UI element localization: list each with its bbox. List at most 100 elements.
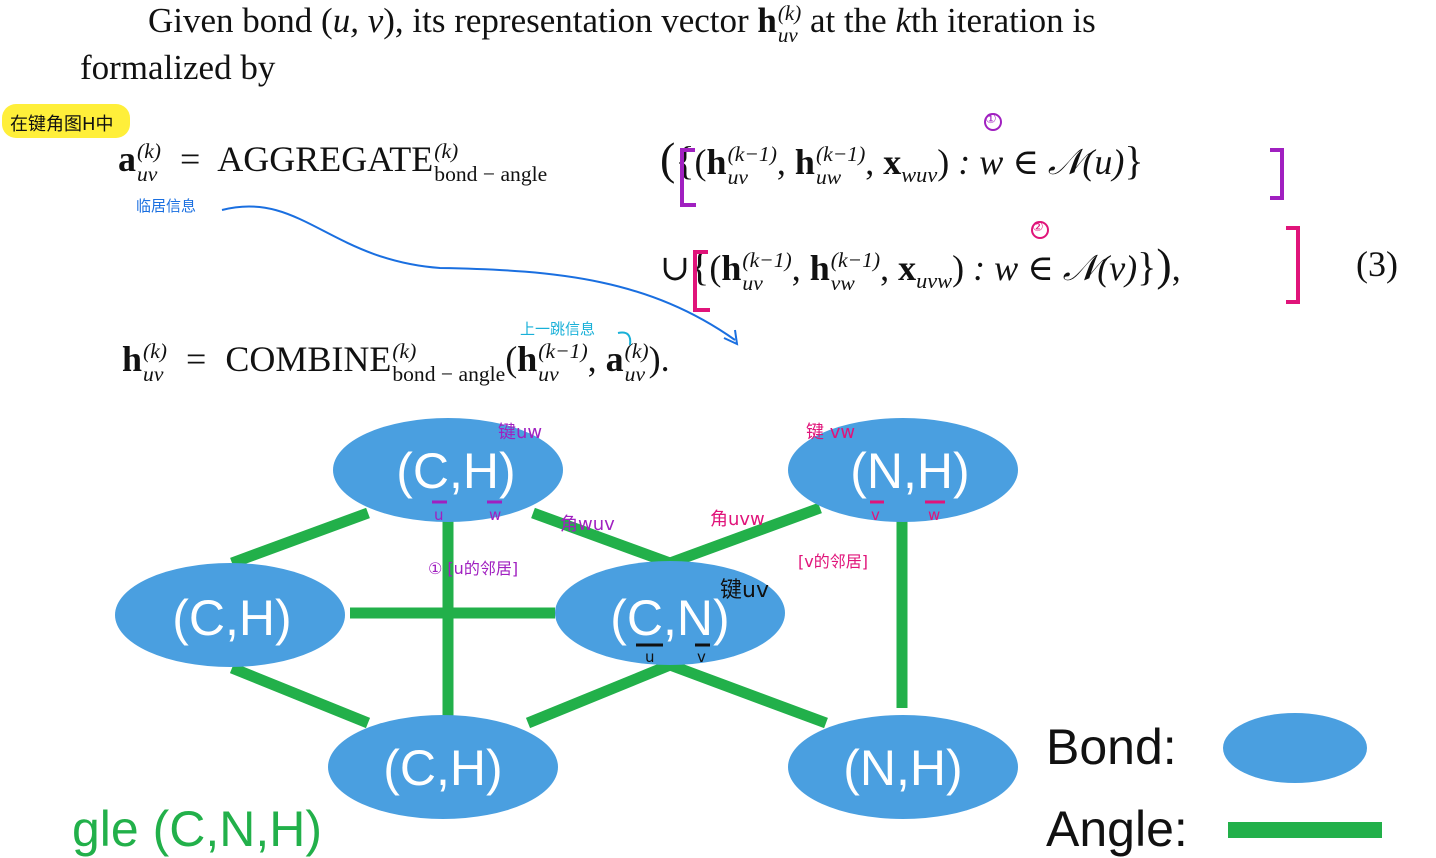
- node-label: (C,H): [383, 740, 502, 796]
- sup: (k−1): [727, 142, 777, 167]
- text: ), its representation vector: [383, 1, 758, 41]
- symbol-h: h: [721, 248, 742, 288]
- equation-number: (3): [1356, 244, 1398, 284]
- symbol-x: x: [898, 248, 917, 288]
- equation-line-1: a (k) uv = AGGREGATE (k) bond − angle: [118, 140, 547, 185]
- circle-mark-1: [984, 113, 1002, 131]
- circle-mark-2-label: ②: [1032, 220, 1044, 235]
- symbol-h: h: [794, 142, 815, 182]
- sub: uv: [624, 361, 646, 386]
- sub: uvw: [916, 268, 953, 294]
- sub: uv: [137, 161, 158, 186]
- angle-wuv-note: 角wuv: [560, 514, 615, 535]
- set-condition-v: : w ∈ 𝒩(v): [973, 248, 1138, 288]
- sup: (k): [137, 139, 161, 163]
- node-ch-top: [333, 418, 563, 522]
- bond-nodes: [115, 418, 1018, 819]
- circle-mark-1-label: ①: [985, 112, 997, 127]
- equals: =: [186, 338, 207, 379]
- neighbor-u-note: ① [u的邻居]: [428, 559, 519, 578]
- angle-edge: [230, 507, 370, 569]
- node-label: (C,H): [396, 443, 515, 499]
- yellow-highlight: [2, 104, 130, 138]
- sup: (k): [392, 339, 417, 363]
- angle-edges: [229, 502, 908, 735]
- sup: (k−1): [830, 248, 881, 273]
- sup: (k): [143, 339, 167, 363]
- legend-angle-swatch: [1228, 822, 1382, 838]
- under-w-label: w: [928, 506, 941, 524]
- under-w-label: w: [489, 506, 502, 524]
- node-label: (N,H): [843, 740, 962, 796]
- sub: bond − angle: [434, 161, 548, 186]
- sub: wuv: [901, 162, 938, 188]
- blue-arrow: [221, 205, 736, 341]
- under-u-label: u: [645, 648, 655, 666]
- paragraph-line-2: formalized by: [80, 48, 276, 87]
- symbol-x: x: [883, 142, 902, 182]
- symbol-h: h: [517, 338, 538, 379]
- purple-bracket-right: [1270, 148, 1284, 200]
- sup: (k−1): [742, 248, 792, 273]
- equals: =: [179, 138, 201, 179]
- node-label: (C,H): [172, 590, 291, 646]
- paragraph-line-1: Given bond (u, v), its representation ve…: [148, 2, 1096, 46]
- node-nh-top: [788, 418, 1018, 522]
- node-ch-bottom: [328, 715, 558, 819]
- symbol-h: h: [706, 142, 727, 182]
- magenta-bracket-right: [1286, 226, 1300, 304]
- equation-line-3: h (k) uv = COMBINE (k) bond − angle (h (k−1) uv…: [122, 338, 670, 386]
- legend-angle-label: Angle:: [1046, 801, 1188, 857]
- union: ∪: [660, 248, 691, 288]
- blue-note: 临居信息: [136, 197, 197, 215]
- text: at the: [801, 1, 896, 41]
- under-v-label: v: [871, 506, 880, 524]
- node-label: (C,N): [610, 590, 729, 646]
- neighbor-v-note: [v的邻居]: [798, 552, 868, 571]
- node-ch-left: [115, 563, 345, 667]
- sup: (k−1): [538, 339, 588, 363]
- sup: (k): [624, 339, 649, 363]
- angle-edge: [531, 507, 672, 569]
- equation-set-2: ∪{(h (k−1) uv, h (k−1) vw, xuvw) : w ∈ 𝒩(v)}…: [660, 239, 1181, 295]
- angle-edge: [229, 662, 371, 729]
- aggregate-op: AGGREGATE: [217, 138, 434, 179]
- set-condition-u: : w ∈ 𝒩(u): [958, 142, 1125, 182]
- angle-uvw-note: 角uvw: [710, 509, 765, 530]
- symbol-a: a: [605, 338, 624, 379]
- node-cn-center: [555, 561, 785, 665]
- combine-op: COMBINE: [225, 338, 392, 379]
- sub: uv: [742, 270, 763, 295]
- angle-edge: [668, 659, 828, 729]
- sub: uv: [777, 23, 798, 48]
- angle-edge: [668, 502, 822, 569]
- angle-edge: [525, 659, 673, 729]
- text: Given bond (: [148, 1, 333, 41]
- sup: (k): [777, 1, 802, 25]
- under-u-label: u: [434, 506, 444, 524]
- symbol-h: h: [122, 338, 143, 379]
- sub: uv: [143, 361, 164, 386]
- text: th iteration is: [911, 1, 1096, 41]
- sup: (k−1): [815, 142, 866, 167]
- bond-uw-note: 键uw: [498, 422, 543, 443]
- symbol-a: a: [118, 138, 136, 179]
- symbol-h: h: [757, 1, 777, 41]
- sub: bond − angle: [392, 361, 506, 386]
- bond-angle-graph: (C,H) (N,H) (C,H) (C,N) (C,H) (N,H): [115, 113, 1382, 838]
- cut-angle-label: gle (C,N,H): [72, 801, 323, 857]
- legend-bond-label: Bond:: [1046, 719, 1177, 775]
- yellow-note: 在键角图H中: [10, 114, 114, 135]
- sub: vw: [830, 270, 855, 295]
- text-k: k: [895, 1, 912, 41]
- cyan-note: 上一跳信息: [520, 320, 596, 338]
- purple-bracket-left: [680, 148, 696, 207]
- legend-bond-swatch: [1223, 713, 1367, 783]
- magenta-bracket-left: [693, 250, 710, 312]
- bond-uv-note: 键uv: [720, 578, 769, 603]
- sub: uv: [538, 361, 559, 386]
- under-v-label: v: [697, 648, 706, 666]
- symbol-h: h: [809, 248, 830, 288]
- circle-mark-2: [1031, 221, 1049, 239]
- sub: uw: [815, 164, 842, 189]
